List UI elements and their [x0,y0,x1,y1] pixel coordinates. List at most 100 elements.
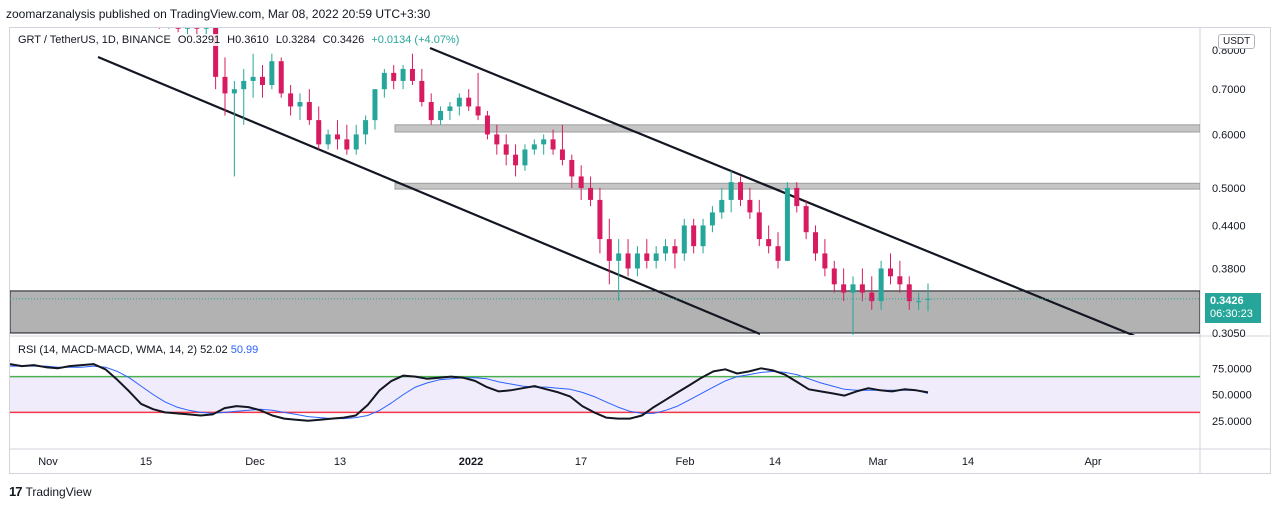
rsi-ma-value: 50.99 [230,344,259,356]
time-tick-label: Apr [1084,456,1101,468]
candle [428,93,434,125]
candle [166,6,171,29]
candle [784,182,790,261]
candle [278,57,284,98]
time-tick-label: Feb [676,456,695,468]
rsi-band-fill [10,376,1200,413]
time-tick-label: 15 [140,456,152,468]
candle-body [859,284,865,293]
candle-body [166,6,171,19]
candle-body [438,110,444,121]
candle-body [813,232,819,254]
candle [541,134,547,155]
candle [231,80,237,177]
channel-upper-line [429,46,1136,335]
candle [691,218,697,254]
candle [906,276,912,310]
candle-body [878,268,884,302]
symbol-label[interactable]: GRT / TetherUS, 1D, BINANCE [18,34,171,46]
candle-body [728,182,734,200]
candle-body [456,97,462,107]
candle-body [653,253,659,261]
candle [663,239,669,261]
candle [344,124,350,155]
tradingview-brand-text: TradingView [25,484,92,499]
last-price-tag: 0.3426 06:30:23 [1205,293,1261,323]
candle [569,154,575,188]
candle [728,170,734,213]
price-tick-label: 0.3800 [1212,263,1246,275]
candle-body [288,93,294,107]
candle [597,187,603,254]
candle-body [691,225,697,247]
candle [672,239,678,269]
time-tick-label: 14 [962,456,974,468]
candle-body [916,301,922,303]
candle [241,68,247,125]
candle [803,199,809,240]
candle [559,124,565,166]
rsi-value: 52.02 [200,344,228,356]
tradingview-logo[interactable]: 17 TradingView [9,484,92,499]
candle-body [306,102,312,121]
candle [269,53,275,90]
rsi-legend[interactable]: RSI (14, MACD-MACD, WMA, 14, 2) 52.02 50… [18,344,258,356]
candle-body [428,102,434,121]
candle-body [391,72,397,81]
time-tick-label: Nov [38,456,58,468]
candle-body [241,80,247,90]
candle-body [148,0,153,12]
candle-body [522,149,528,166]
candle-body [784,187,790,261]
candle [391,65,397,90]
candle [503,134,509,166]
time-tick-label: 14 [769,456,781,468]
candle [419,68,425,107]
symbol-legend[interactable]: GRT / TetherUS, 1D, BINANCE O0.3291 H0.3… [18,34,464,46]
candle-body [259,76,265,86]
candle-body [766,239,772,247]
candle [644,239,650,269]
candle [831,260,837,293]
candle-body [250,76,256,81]
candle [822,239,828,277]
candle [325,129,331,150]
candle [775,232,781,269]
candle-body [541,139,547,145]
horizontal-zone [10,290,1200,334]
bar-countdown: 06:30:23 [1210,308,1253,320]
rsi-label[interactable]: RSI (14, MACD-MACD, WMA, 14, 2) [18,344,198,356]
candle [213,28,219,90]
candle-body [269,61,275,86]
candle-body [831,268,837,285]
candle [878,260,884,310]
candle-body [747,199,753,213]
candle [381,68,387,98]
candle-body [644,253,650,261]
candle [634,246,640,277]
rsi-line [10,363,929,422]
candle-body [550,139,556,150]
candle-body [625,253,631,269]
candle [372,89,378,130]
candle-body [175,28,181,29]
price-pane [10,0,1200,335]
last-price-value: 0.3426 [1210,295,1244,307]
candle-body [231,89,237,94]
candle [869,276,875,310]
candle-body [775,246,781,261]
chart-frame [9,27,1271,474]
price-tick-label: 0.4400 [1212,220,1246,232]
candle [616,239,622,302]
candle [194,28,200,36]
close-value: C0.3426 [322,34,365,46]
candle [316,106,322,150]
tradingview-mark-icon: 17 [9,484,23,499]
price-tick-label: 0.3050 [1212,328,1246,340]
candle [288,85,294,116]
currency-badge[interactable]: USDT [1218,34,1256,49]
low-value: L0.3284 [275,34,316,46]
candle-body [738,182,744,200]
candle [484,110,490,140]
